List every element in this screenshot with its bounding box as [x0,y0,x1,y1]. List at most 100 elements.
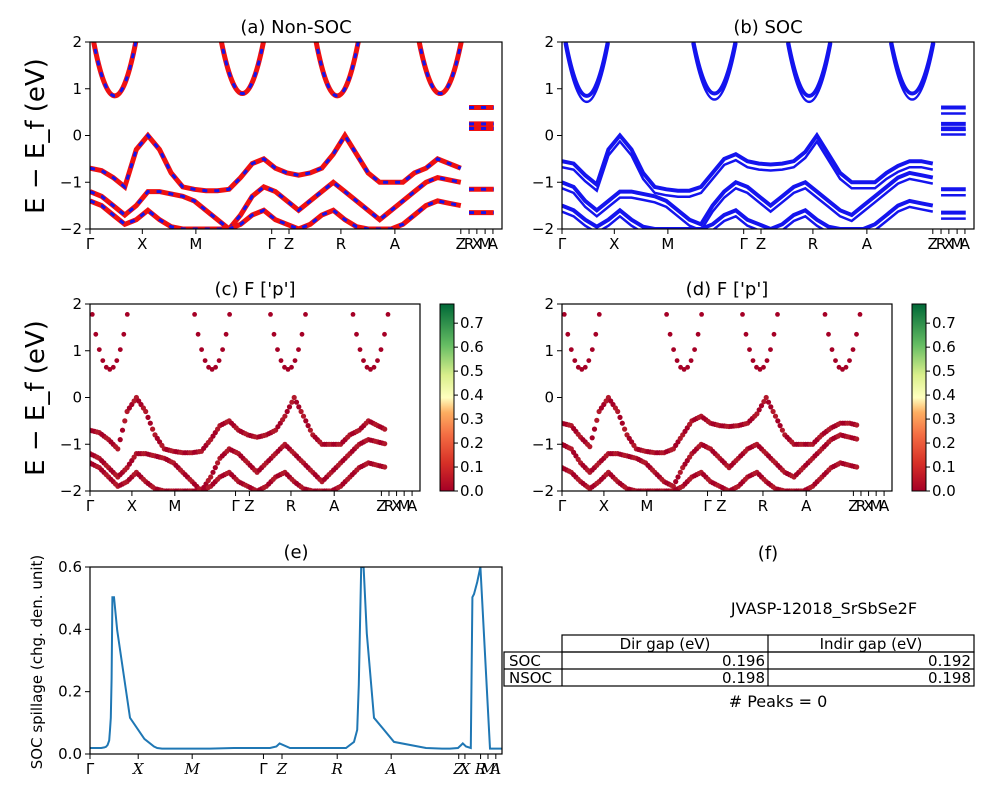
panel-d-point [617,414,623,420]
panel-a-xtick-label: R [336,235,346,253]
panel-e-frame [89,566,503,755]
panel-b-band-11 [691,42,738,96]
panel-c-point [307,427,313,433]
panel-c-point [289,364,294,370]
panel-b-ytick-label: −1 [532,173,554,191]
panel-c-point [303,312,308,317]
panel-d-xtick-label: Z [716,497,726,515]
gap-table-soc-indir: 0.192 [928,652,971,670]
panel-f-gap-table: (f) JVASP-12018_SrSbSe2F Dir gap (eV) In… [503,543,975,711]
panel-c-point [150,426,156,432]
panel-c-point [371,364,377,370]
panel-d-point [594,417,600,423]
panel-c-point [382,426,388,432]
panel-c-point [286,404,293,410]
panel-d-point [854,436,860,442]
panel-d-point [615,408,621,415]
panel-b-xtick-label: Z [756,235,766,253]
colorbar-c-tick-label: 0.4 [460,386,484,404]
panel-d-point [819,288,824,293]
panel-e-xtick-label: R [474,760,486,778]
panel-c-point [202,358,208,363]
panel-c-point [347,288,352,293]
colorbar-c-tick-label: 0.6 [460,338,484,356]
colorbar-d-tick-label: 0.0 [932,482,956,500]
colorbar-c-tick-label: 0.1 [460,458,484,476]
panel-b-xtick-label: A [862,235,873,253]
peaks-note: # Peaks = 0 [729,692,828,711]
colorbar-d-gradient [911,303,927,492]
panel-c-point [285,367,291,372]
panel-c-point [368,367,373,372]
panel-a-band-red-1 [90,175,462,229]
panel-d-point [699,312,704,317]
panel-c-point [96,347,102,352]
panel-d-point [747,347,752,352]
panel-d-point [768,347,773,352]
panel-c-xtick-label: Γ [86,497,95,515]
panel-b-title: (b) SOC [733,17,802,38]
panel-b-xtick-label: R [936,235,946,253]
panel-c-point [293,399,300,405]
panel-a-xtick-label: M [479,235,492,253]
panel-d-point [779,427,786,433]
panel-c-xtick-label: Γ [231,497,240,515]
panel-c-point [275,347,280,352]
panel-c-point [124,312,130,317]
panel-d-xtick-label: A [879,497,890,515]
panel-c-point [375,358,380,363]
panel-c-point [103,364,109,370]
panel-c-point [389,288,394,293]
panel-d-point [775,418,781,424]
panel-b-xtick-label: M [661,235,674,253]
panel-b-xtick-label: Z [928,235,938,253]
gap-table-header-indir: Indir gap (eV) [820,635,923,653]
panel-d-point [661,288,666,293]
panel-d-point [861,288,866,293]
panel-c-point [121,331,127,337]
panel-c-point [291,394,297,401]
colorbar-c-tick-label: 0.3 [460,410,484,428]
gap-table-soc-dir: 0.196 [722,652,765,670]
panel-e-xtick-label: Γ [86,760,95,778]
panel-b-xtick-label: X [609,235,619,253]
panel-a-xtick-label: R [464,235,474,253]
panel-c-point [364,364,370,370]
colorbar-c-tick-label: 0.7 [460,314,484,332]
panel-b-band-0 [562,131,934,193]
panel-d-point [775,312,780,317]
panel-d-ytick-label: 0 [544,389,554,407]
panel-e-xtick-label: M [479,760,496,778]
panel-c-point [115,446,121,452]
panel-c-ytick-label: −1 [60,435,82,453]
panel-e-xtick-label: R [331,760,343,778]
panel-d-title: (d) F ['p'] [686,279,769,300]
colorbar-d-tick-label: 0.5 [932,362,956,380]
panel-d-point [587,444,593,450]
panel-c-point [296,347,301,352]
panel-d-point [829,347,835,352]
panel-c-xtick-label: X [391,497,401,515]
panel-d-point [779,288,784,293]
panel-a-xtick-label: Γ [268,235,277,253]
panel-a-xtick-label: A [488,235,499,253]
panel-c-point [278,358,284,363]
panel-a-band-blue-10 [92,42,138,98]
panel-c-xtick-label: R [286,497,296,515]
panel-d-point [854,331,859,337]
panel-a-frame [89,41,503,230]
panel-c-point [289,399,295,405]
panel-d-point [754,364,759,370]
panel-d-point [761,399,767,405]
panel-c-point [305,423,311,429]
panel-d-point [763,394,769,401]
panel-c-point [350,312,356,317]
panel-c-point [215,460,221,466]
panel-c-point [189,288,194,293]
panel-d-point [765,399,772,405]
panel-c-point [223,331,229,337]
panel-c-point [100,358,106,363]
